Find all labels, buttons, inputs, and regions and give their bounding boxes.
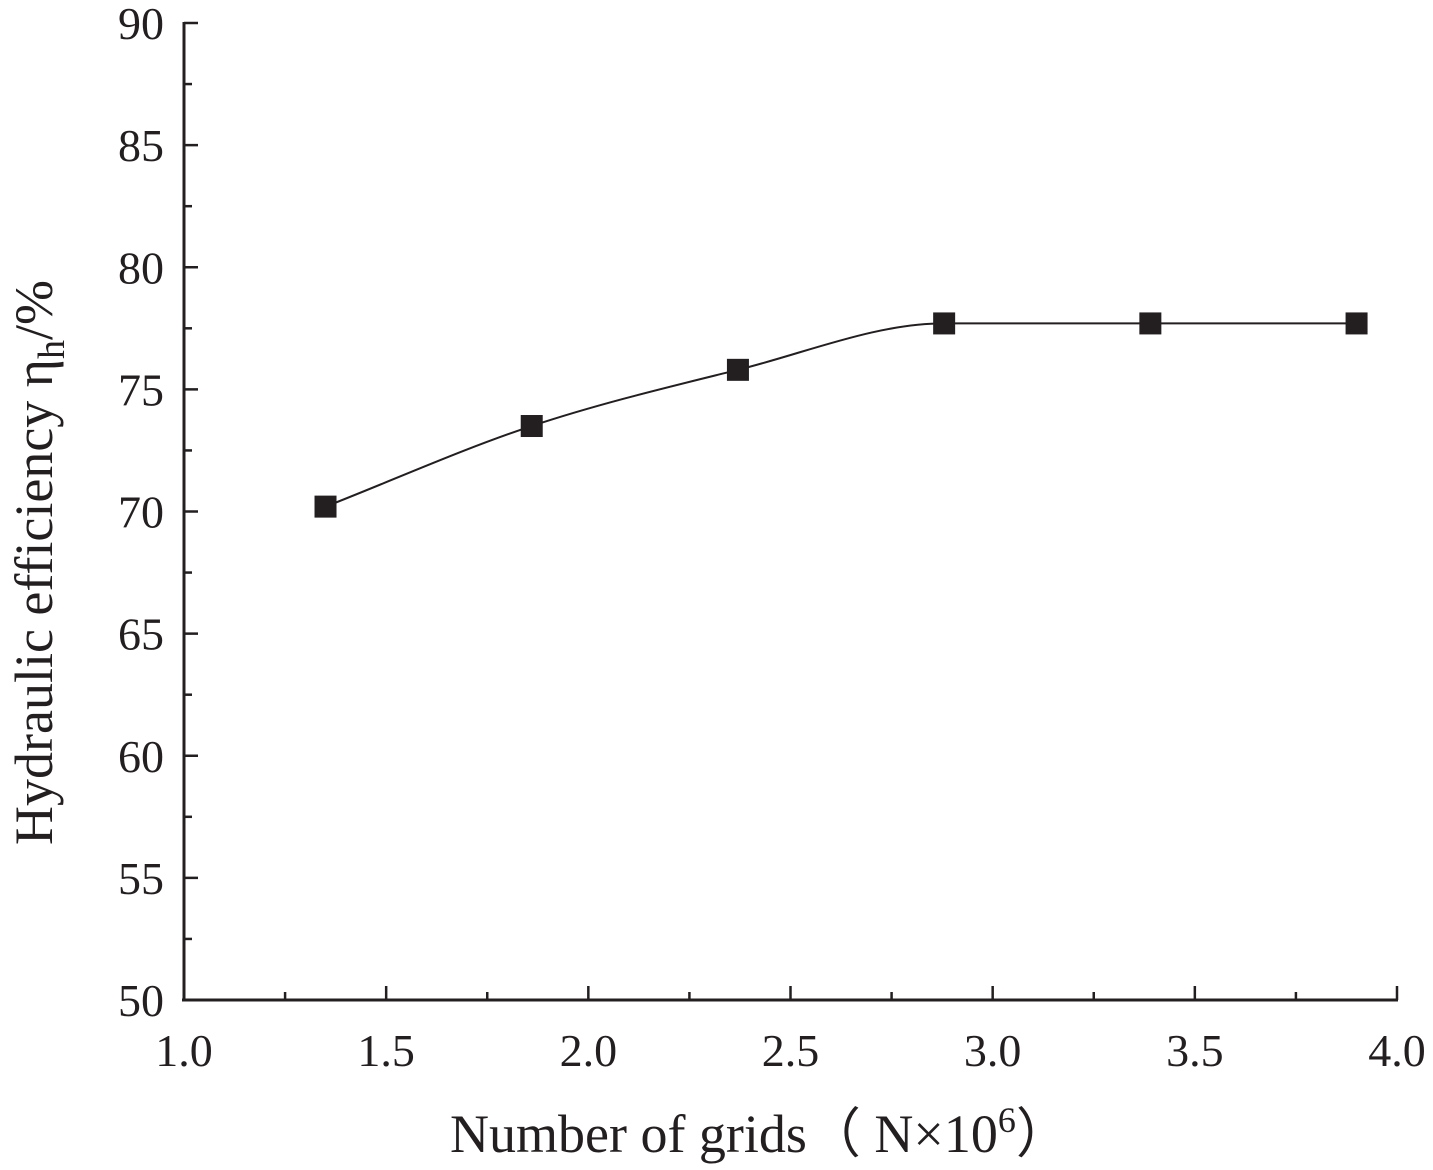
y-axis-title: Hydraulic efficiency ηh/% — [4, 280, 73, 845]
data-point-marker — [1139, 312, 1162, 335]
data-point-marker — [726, 358, 749, 381]
x-tick-label: 3.0 — [964, 1025, 1022, 1076]
y-tick-label: 55 — [118, 853, 164, 904]
data-point-marker — [314, 495, 337, 518]
y-tick-label: 50 — [118, 975, 164, 1026]
y-tick-label: 75 — [118, 364, 164, 415]
data-markers — [314, 312, 1368, 518]
x-tick-label: 1.5 — [357, 1025, 415, 1076]
y-tick-label: 70 — [118, 487, 164, 538]
x-axis-title: Number of grids（ N×106） — [450, 1100, 1070, 1164]
data-point-marker — [520, 415, 543, 438]
ticks — [184, 21, 1399, 1000]
x-tick-label: 2.5 — [762, 1025, 820, 1076]
y-tick-label: 65 — [118, 609, 164, 660]
y-tick-label: 85 — [118, 120, 164, 171]
x-tick-label: 1.0 — [155, 1025, 213, 1076]
x-tick-label: 4.0 — [1368, 1025, 1426, 1076]
y-tick-label: 90 — [118, 0, 164, 49]
y-tick-label: 60 — [118, 731, 164, 782]
data-point-marker — [1345, 312, 1368, 335]
y-tick-label: 80 — [118, 242, 164, 293]
tick-labels: 1.0 1.5 2.0 2.5 3.0 3.5 4.0 50 55 60 65 70 75 80 85 90 — [118, 0, 1426, 1076]
x-tick-label: 2.0 — [560, 1025, 618, 1076]
axes — [182, 22, 1398, 1002]
data-point-marker — [933, 312, 956, 335]
x-tick-label: 3.5 — [1166, 1025, 1224, 1076]
series-line — [325, 322, 1357, 508]
